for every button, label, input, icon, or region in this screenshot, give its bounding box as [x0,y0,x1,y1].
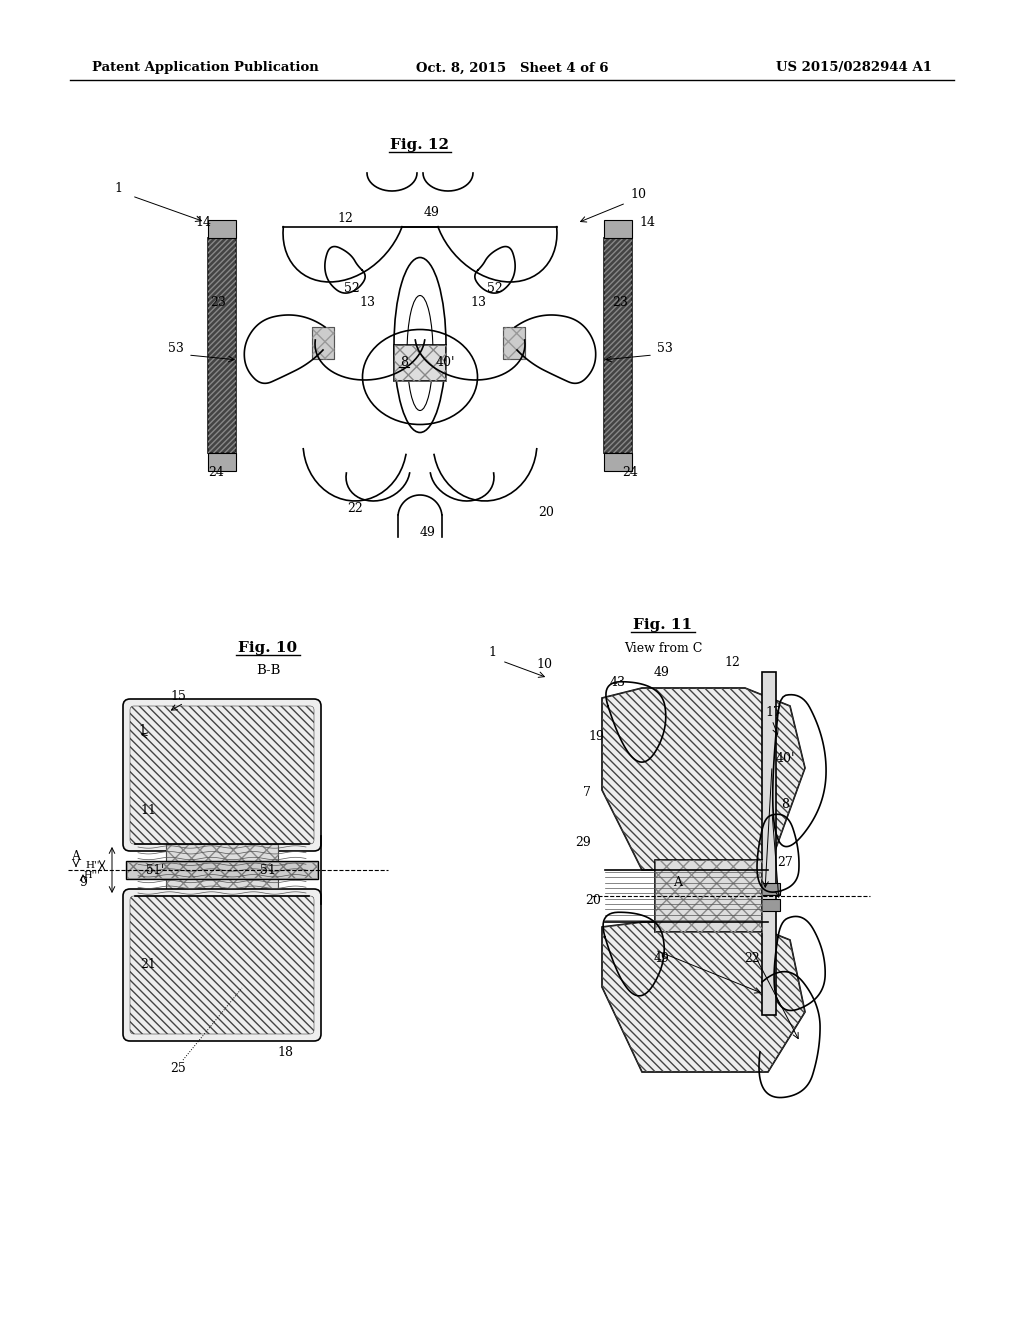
FancyBboxPatch shape [123,888,321,1041]
Text: H''': H''' [83,871,100,880]
Text: 19: 19 [588,730,604,742]
Bar [604,238,632,453]
Text: 1: 1 [114,181,122,194]
Text: 52: 52 [487,281,503,294]
Bar [208,453,236,471]
Text: 51': 51' [146,865,164,878]
Text: 15: 15 [170,689,186,702]
Bar [503,327,525,359]
Text: 49: 49 [654,952,670,965]
Text: 14: 14 [195,215,211,228]
Text: 25: 25 [170,1061,186,1074]
Text: Oct. 8, 2015   Sheet 4 of 6: Oct. 8, 2015 Sheet 4 of 6 [416,62,608,74]
Bar [762,672,776,1015]
Text: H'': H'' [85,862,100,870]
Text: 12: 12 [337,211,353,224]
Text: 12: 12 [724,656,740,668]
Text: 10: 10 [630,189,646,202]
Bar [394,345,446,381]
Text: 40': 40' [435,356,455,370]
Text: 49: 49 [424,206,440,219]
Text: 7: 7 [583,785,591,799]
Text: A: A [674,876,683,890]
Text: 13: 13 [470,297,486,309]
Text: 14: 14 [639,215,655,228]
Text: 8: 8 [400,356,408,370]
Bar [126,861,318,879]
Polygon shape [602,921,805,1072]
Text: 11: 11 [140,804,156,817]
Bar [166,843,278,896]
Text: 18: 18 [278,1045,293,1059]
Bar [127,862,317,878]
Text: View from C: View from C [624,642,702,655]
Text: 20: 20 [585,894,601,907]
Text: 17: 17 [765,705,781,718]
Text: 22: 22 [744,952,760,965]
FancyBboxPatch shape [123,700,321,851]
Polygon shape [602,688,805,870]
Bar [604,453,632,471]
Bar [312,327,334,359]
Text: 53: 53 [657,342,673,355]
Text: 22: 22 [347,502,362,515]
Text: 21: 21 [140,957,156,970]
Text: 9: 9 [79,876,87,890]
Text: 24: 24 [622,466,638,479]
Text: 13: 13 [359,297,375,309]
Text: 27: 27 [777,855,793,869]
Bar [655,861,762,932]
Text: 24: 24 [208,466,224,479]
Text: US 2015/0282944 A1: US 2015/0282944 A1 [776,62,932,74]
Text: 23: 23 [612,297,628,309]
Bar [394,345,446,381]
Text: Fig. 11: Fig. 11 [634,618,692,632]
Text: 49: 49 [654,665,670,678]
Text: 29: 29 [575,837,591,850]
Text: 49: 49 [420,525,436,539]
Text: 53: 53 [168,342,184,355]
Text: 51: 51 [260,863,275,876]
Bar [208,220,236,238]
Bar [758,899,780,911]
Text: 52: 52 [344,281,359,294]
Text: Fig. 12: Fig. 12 [390,139,450,152]
Text: A: A [72,850,81,862]
Bar [503,327,525,359]
Text: B-B: B-B [256,664,281,676]
Text: 1: 1 [488,647,496,660]
Text: 40': 40' [775,751,795,764]
Bar [166,843,278,896]
Bar [208,238,236,453]
Bar [604,220,632,238]
Bar [604,238,632,453]
Text: Patent Application Publication: Patent Application Publication [92,62,318,74]
Text: 43: 43 [610,676,626,689]
Text: 23: 23 [210,297,226,309]
Bar [208,238,236,453]
Bar [312,327,334,359]
Bar [655,861,762,932]
Text: 8: 8 [781,799,790,812]
Bar [758,883,780,895]
Text: 20: 20 [538,507,554,520]
Text: 10: 10 [536,659,552,672]
Text: Fig. 10: Fig. 10 [239,642,298,655]
Text: 1: 1 [138,723,146,737]
